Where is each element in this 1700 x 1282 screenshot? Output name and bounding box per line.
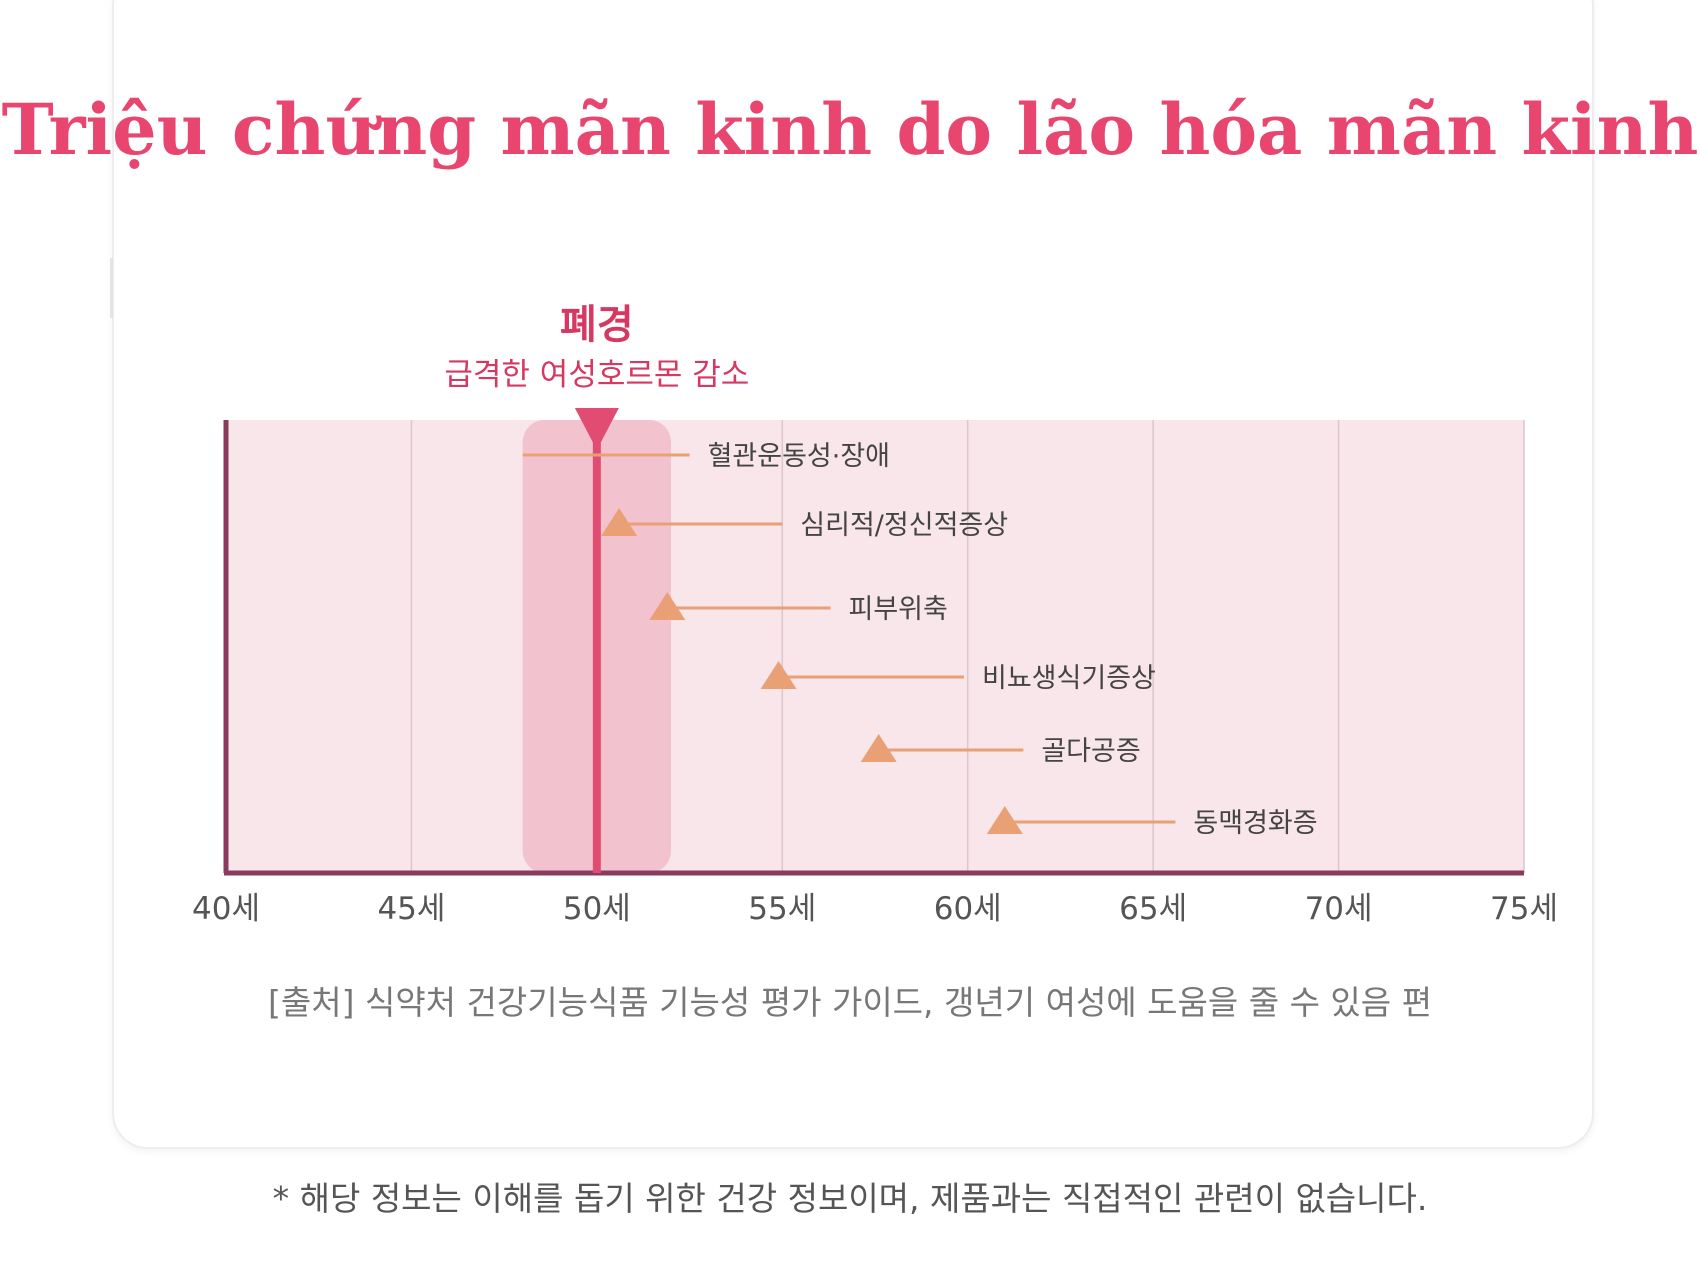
menopause-marker-icon xyxy=(574,408,619,450)
symptom-onset-marker-icon xyxy=(986,806,1023,834)
symptom-onset-marker-icon xyxy=(649,592,686,620)
symptom-onset-marker-icon xyxy=(601,508,638,536)
symptom-label: 혈관운동성·장애 xyxy=(708,441,890,472)
disclaimer-footnote: * 해당 정보는 이해를 돕기 위한 건강 정보이며, 제품과는 직접적인 관련… xyxy=(272,1179,1428,1218)
x-tick-label: 60세 xyxy=(934,891,1002,927)
x-tick-label: 65세 xyxy=(1119,891,1187,927)
page-title: Triệu chứng mãn kinh do lão hóa mãn kinh xyxy=(1,88,1699,171)
symptom-label: 피부위축 xyxy=(848,594,947,625)
x-tick-label: 55세 xyxy=(748,891,816,927)
x-tick-label: 50세 xyxy=(563,891,631,927)
symptom-label: 비뇨생식기증상 xyxy=(982,663,1156,694)
x-tick-label: 70세 xyxy=(1305,891,1373,927)
menopause-label: 폐경 xyxy=(560,302,634,348)
x-tick-label: 45세 xyxy=(377,891,445,927)
symptom-onset-marker-icon xyxy=(760,661,797,689)
symptom-label: 골다공증 xyxy=(1041,736,1140,767)
symptom-onset-marker-icon xyxy=(860,734,897,762)
menopause-sublabel: 급격한 여성호르몬 감소 xyxy=(444,357,749,393)
card-divider xyxy=(110,258,113,318)
symptom-label: 동맥경화증 xyxy=(1193,808,1317,839)
plot-area xyxy=(226,420,1524,873)
symptom-label: 심리적/정신적증상 xyxy=(800,510,1008,541)
x-tick-label: 75세 xyxy=(1490,891,1558,927)
x-tick-label: 40세 xyxy=(192,891,260,927)
source-citation: [출처] 식약처 건강기능식품 기능성 평가 가이드, 갱년기 여성에 도움을 … xyxy=(268,983,1432,1022)
